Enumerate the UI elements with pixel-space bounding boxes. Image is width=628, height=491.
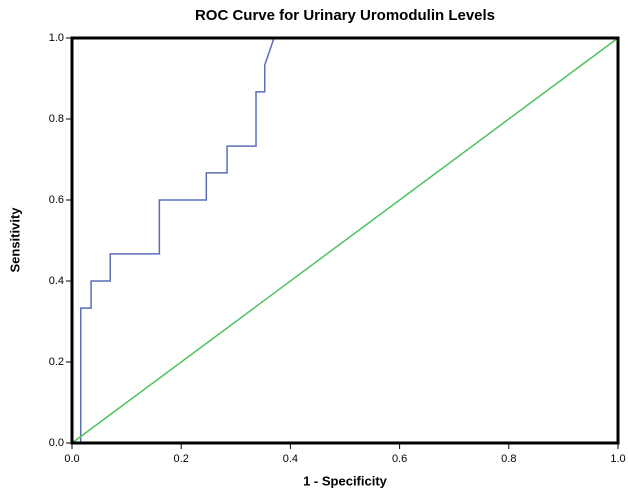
y-axis-label: Sensitivity (7, 207, 22, 273)
x-tick-label: 0.6 (392, 453, 407, 465)
x-tick-label: 0.0 (64, 453, 79, 465)
y-tick-label: 0.6 (49, 194, 64, 206)
x-tick-label: 0.8 (501, 453, 516, 465)
x-tick-label: 1.0 (610, 453, 625, 465)
y-tick-label: 1.0 (49, 32, 64, 44)
chart-title: ROC Curve for Urinary Uromodulin Levels (195, 7, 495, 24)
x-tick-label: 0.2 (174, 453, 189, 465)
plot-frame (70, 36, 620, 445)
y-tick-label: 0.0 (49, 437, 64, 449)
y-tick-label: 0.4 (49, 275, 64, 287)
roc-line (71, 37, 619, 444)
x-tick-label: 0.4 (283, 453, 298, 465)
roc-line (72, 37, 618, 444)
x-axis-label: 1 - Specificity (303, 473, 388, 488)
y-tick-label: 0.2 (49, 356, 64, 368)
y-tick-label: 0.8 (49, 113, 64, 125)
